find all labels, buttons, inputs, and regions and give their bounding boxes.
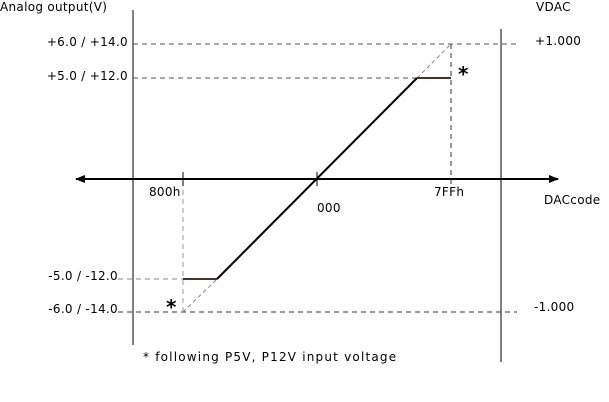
ideal-diagonal-bottom [182,278,218,313]
footnote: * following P5V, P12V input voltage [143,350,398,364]
left-label-neg-full: -6.0 / -14.0 [48,302,118,316]
transfer-line [216,77,418,280]
x-label-800h: 800h [149,185,181,199]
right-axis-title: VDAC [536,0,571,14]
asterisk-top: * [458,62,469,86]
left-axis-title: Analog output(V) [0,0,108,14]
right-label-neg: -1.000 [534,300,575,314]
ideal-diagonal-top [416,43,452,79]
left-label-pos-plateau: +5.0 / +12.0 [46,69,128,83]
left-label-pos-full: +6.0 / +14.0 [46,35,128,49]
asterisk-bottom: * [166,295,177,319]
right-label-pos: +1.000 [535,34,582,48]
x-axis-title: DACcode [544,193,601,207]
left-label-neg-plateau: -5.0 / -12.0 [48,269,118,283]
x-label-7ffh: 7FFh [434,185,465,199]
x-label-000: 000 [317,201,341,215]
